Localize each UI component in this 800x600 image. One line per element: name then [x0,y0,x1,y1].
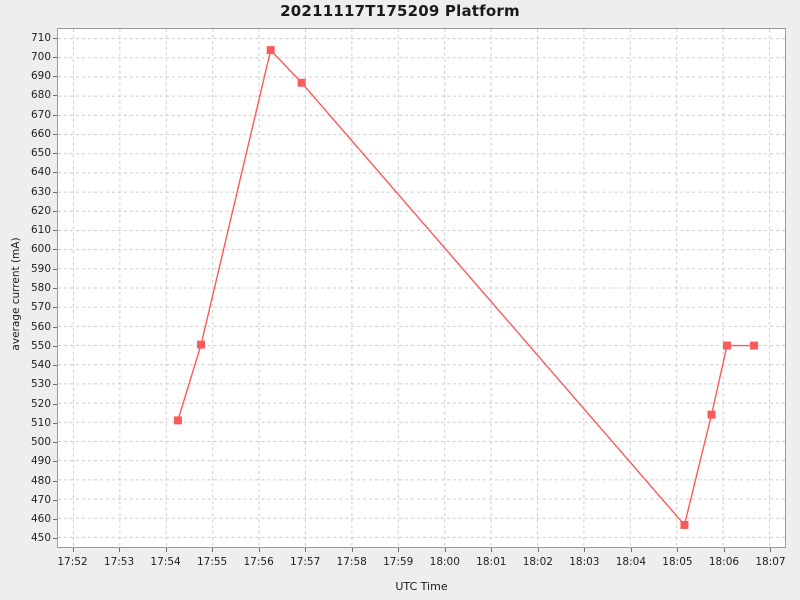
x-tick-mark [351,548,353,552]
y-tick-label-710: 710 [30,31,51,44]
x-tick-label-1800: 18:00 [429,556,460,568]
x-tick-mark [305,548,307,552]
y-tick-label-680: 680 [30,89,51,102]
x-tick-mark [491,548,493,552]
x-tick-mark [770,548,772,552]
y-tick-label-460: 460 [30,513,51,526]
y-tick-label-550: 550 [30,339,51,352]
x-tick-label-1804: 18:04 [615,556,647,568]
y-tick-label-450: 450 [30,532,51,545]
x-tick-label-1805: 18:05 [662,556,693,568]
data-series [173,46,759,529]
x-tick-mark [72,548,74,552]
x-tick-label-1801: 18:01 [476,556,507,568]
x-tick-mark [677,548,679,552]
x-tick-label-1756: 17:56 [243,556,274,568]
x-tick-label-1802: 18:02 [522,556,553,568]
y-tick-label-490: 490 [30,455,51,468]
y-tick-label-700: 700 [30,50,51,63]
chart-title: 20211117T175209 Platform [280,2,520,20]
x-tick-label-1807: 18:07 [755,556,786,568]
y-tick-label-690: 690 [30,70,51,83]
y-tick-label-590: 590 [30,262,51,275]
x-tick-label-1752: 17:52 [57,556,88,568]
x-tick-label-1757: 17:57 [290,556,321,568]
y-tick-label-470: 470 [30,493,51,506]
y-tick-label-640: 640 [30,166,51,179]
x-tick-mark [584,548,586,552]
y-tick-label-520: 520 [30,397,51,410]
x-tick-mark [723,548,725,552]
x-tick-label-1759: 17:59 [383,556,414,568]
x-tick-mark [119,548,121,552]
y-tick-label-560: 560 [30,320,51,333]
x-tick-label-1758: 17:58 [336,556,367,568]
y-tick-label-570: 570 [30,301,51,314]
y-tick-label-650: 650 [30,147,51,160]
y-tick-label-530: 530 [30,378,51,391]
y-tick-label-600: 600 [30,243,51,256]
x-tick-mark [444,548,446,552]
x-tick-mark [212,548,214,552]
x-tick-mark [630,548,632,552]
x-tick-label-1755: 17:55 [196,556,228,568]
y-tick-label-660: 660 [30,127,51,140]
y-tick-label-580: 580 [30,282,51,294]
x-tick-mark [398,548,400,552]
x-tick-label-1806: 18:06 [708,556,740,568]
plot-area [57,28,786,548]
x-tick-label-1753: 17:53 [103,556,135,568]
x-tick-mark [258,548,260,552]
y-tick-label-510: 510 [30,416,51,429]
y-tick-label-670: 670 [30,108,51,121]
y-tick-label-480: 480 [30,474,51,487]
x-axis-label: UTC Time [395,580,448,593]
x-tick-label-1754: 17:54 [150,556,181,568]
y-tick-label-630: 630 [30,185,51,198]
y-tick-label-540: 540 [30,359,51,372]
y-axis-label: average current (mA) [10,237,22,351]
y-tick-label-610: 610 [30,224,51,237]
grid-lines [58,29,785,547]
y-tick-label-500: 500 [30,436,51,449]
x-tick-label-1803: 18:03 [569,556,600,568]
x-tick-mark [537,548,539,552]
y-tick-label-620: 620 [30,204,51,217]
x-tick-mark [165,548,167,552]
